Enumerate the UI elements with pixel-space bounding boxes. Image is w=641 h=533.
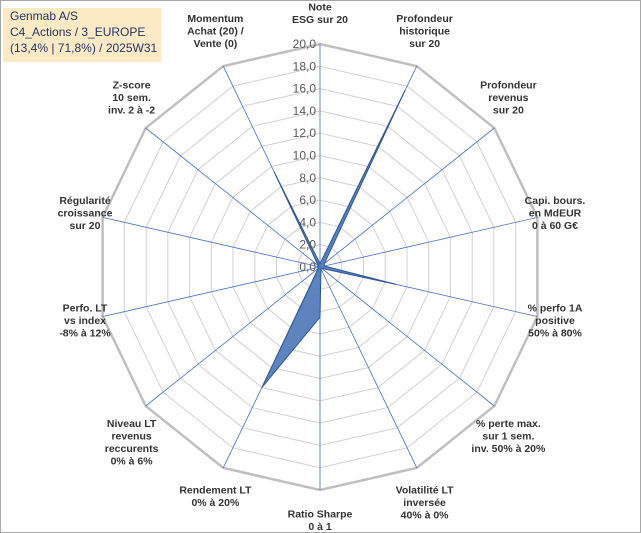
axis-label: Note ESG sur 20 bbox=[292, 2, 348, 27]
axis-spoke bbox=[102, 217, 321, 268]
tick-label: 18,0 bbox=[293, 59, 317, 73]
tick-label: 14,0 bbox=[293, 104, 317, 118]
axis-spoke bbox=[319, 266, 418, 469]
axis-spoke bbox=[319, 217, 538, 268]
axis-spoke bbox=[319, 266, 495, 407]
tick-label: 4,0 bbox=[299, 215, 316, 229]
tick-label: 12,0 bbox=[293, 126, 317, 140]
axis-label: Perfo. LT vs index -8% à 12% bbox=[59, 302, 111, 339]
tick-label: 0,0 bbox=[299, 260, 316, 274]
company-name: Genmab A/S bbox=[10, 9, 79, 23]
tick-label: 2,0 bbox=[299, 238, 316, 252]
axis-label: Volatilité LT inversée 40% à 0% bbox=[396, 485, 455, 522]
portfolio-category: C4_Actions / 3_EUROPE bbox=[10, 25, 146, 39]
tick-label: 20,0 bbox=[293, 37, 317, 51]
axis-label: Rendement LT 0% à 20% bbox=[179, 485, 252, 510]
radar-tick-labels: 0,0 2,0 4,0 6,0 8,0 10,0 12,0 14,0 16,0 18,0 20,0 bbox=[293, 37, 317, 274]
radar-series bbox=[261, 89, 406, 388]
axis-label: Momentum Achat (20) / Vente (0) bbox=[187, 13, 244, 50]
series-area bbox=[261, 89, 406, 388]
axis-label: Z-score 10 sem. inv. 2 à -2 bbox=[108, 80, 155, 117]
axis-spoke bbox=[319, 127, 495, 268]
score-summary: (13,4% | 71,8%) / 2025W31 bbox=[10, 41, 158, 55]
tick-label: 6,0 bbox=[299, 193, 316, 207]
axis-label: % perte max. sur 1 sem. inv. 50% à 20% bbox=[471, 418, 546, 455]
radar-axis-labels: Note ESG sur 20 Profondeur historique sur 20… bbox=[58, 2, 586, 533]
axis-spoke bbox=[102, 266, 321, 317]
axis-label: Profondeur revenus sur 20 bbox=[480, 80, 537, 117]
axis-label: Régularité croissance sur 20 bbox=[58, 195, 113, 232]
axis-label: Niveau LT revenus reccurents 0% à 6% bbox=[105, 418, 159, 468]
axis-label: Profondeur historique sur 20 bbox=[396, 13, 453, 50]
axis-label: Ratio Sharpe 0 à 1 bbox=[288, 509, 353, 533]
info-box: Genmab A/S C4_Actions / 3_EUROPE (13,4% … bbox=[3, 8, 161, 62]
tick-label: 10,0 bbox=[293, 149, 317, 163]
axis-label: % perfo 1A positive 50% à 80% bbox=[528, 302, 583, 339]
axis-spoke bbox=[145, 127, 321, 268]
tick-label: 8,0 bbox=[299, 171, 316, 185]
tick-label: 16,0 bbox=[293, 82, 317, 96]
axis-label: Capi. bours. en MdEUR 0 à 60 G€ bbox=[525, 195, 586, 232]
axis-spoke bbox=[145, 266, 321, 407]
